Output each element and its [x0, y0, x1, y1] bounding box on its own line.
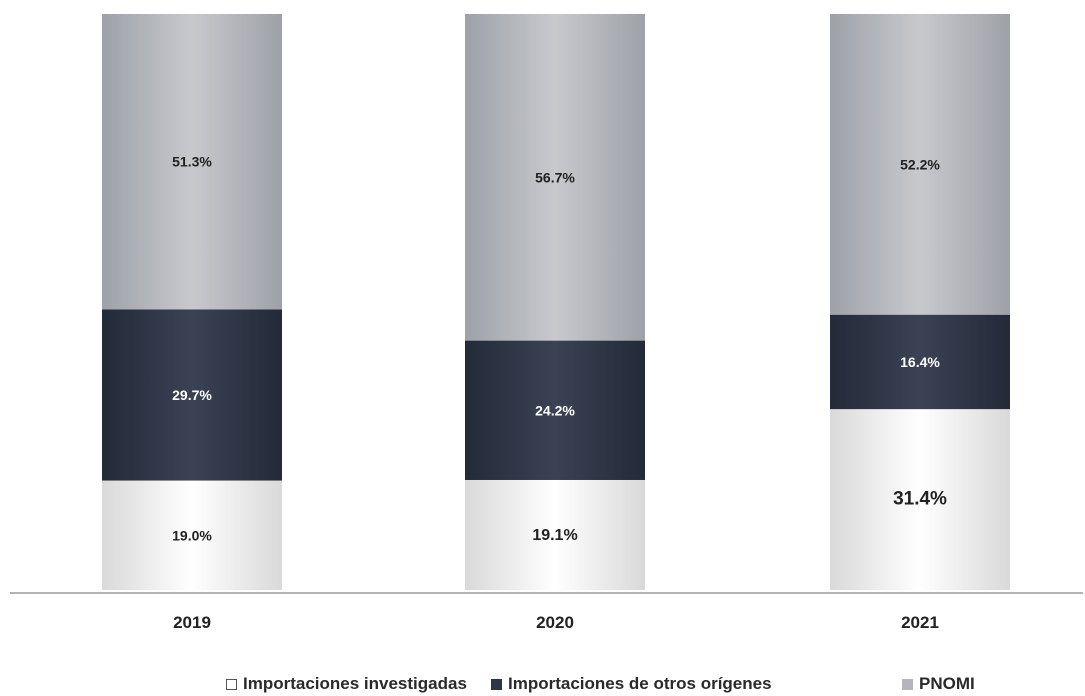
- bar-segment-pnomi-2021: [830, 14, 1010, 315]
- data-label-importaciones-investigadas-2019: 19.0%: [172, 527, 212, 543]
- bar-segment-importaciones-otros-origenes-2020: [465, 340, 645, 480]
- bar-segment-importaciones-otros-origenes-2021: [830, 314, 1010, 410]
- data-label-importaciones-otros-origenes-2021: 16.4%: [900, 354, 940, 370]
- x-tick-labels-layer: 2019 2020 2021: [173, 613, 939, 632]
- data-label-importaciones-investigadas-2021: 31.4%: [893, 489, 947, 510]
- bar-segment-pnomi-2019: [102, 14, 282, 310]
- x-tick-label-2019: 2019: [173, 613, 211, 632]
- bar-segment-importaciones-otros-origenes-2019: [102, 309, 282, 481]
- data-label-pnomi-2019: 51.3%: [172, 154, 212, 170]
- bar-segment-pnomi-2020: [465, 14, 645, 341]
- data-label-pnomi-2020: 56.7%: [535, 169, 575, 185]
- data-label-importaciones-otros-origenes-2020: 24.2%: [535, 402, 575, 418]
- bar-segment-importaciones-investigadas-2020: [465, 479, 645, 590]
- x-tick-label-2021: 2021: [901, 613, 939, 632]
- data-label-pnomi-2021: 52.2%: [900, 156, 940, 172]
- bar-segment-importaciones-investigadas-2019: [102, 480, 282, 590]
- data-label-importaciones-investigadas-2020: 19.1%: [532, 527, 577, 544]
- bars-layer: [102, 14, 1010, 590]
- segment-labels-layer: 19.0% 29.7% 51.3% 19.1% 24.2% 56.7% 31.4% 16.4%…: [172, 154, 947, 544]
- bar-segment-importaciones-investigadas-2021: [830, 409, 1010, 590]
- data-label-importaciones-otros-origenes-2019: 29.7%: [172, 387, 212, 403]
- x-tick-label-2020: 2020: [536, 613, 574, 632]
